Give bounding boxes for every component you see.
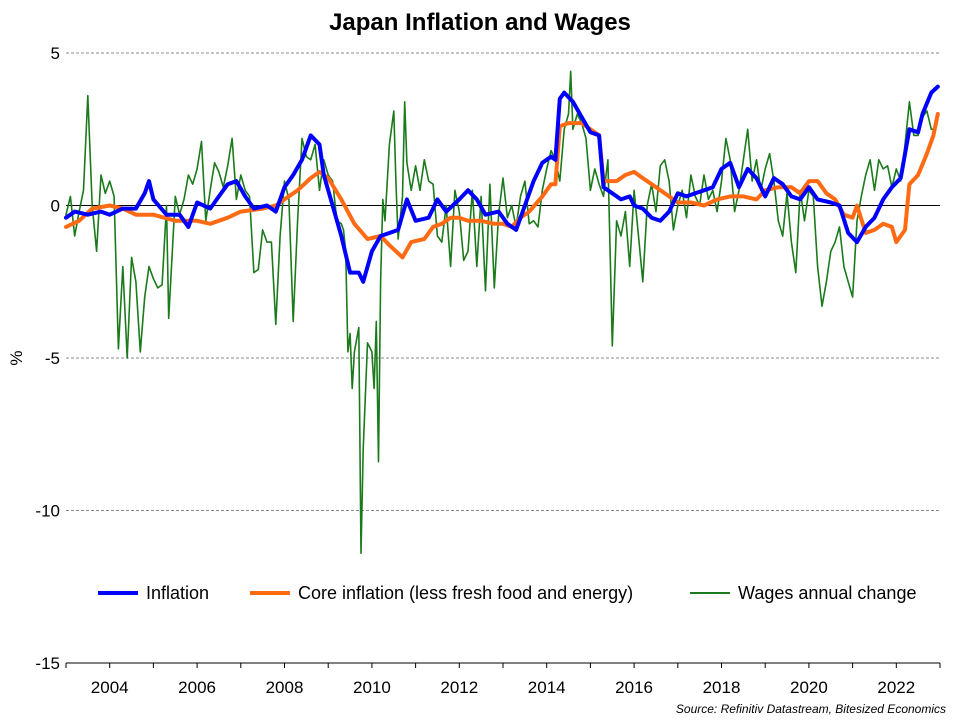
- source-note: Source: Refinitiv Datastream, Bitesized …: [676, 702, 946, 716]
- y-tick-label: 5: [51, 44, 60, 63]
- y-tick-label: 0: [51, 197, 60, 216]
- x-tick-label: 2010: [353, 678, 391, 697]
- y-tick-label: -5: [45, 349, 60, 368]
- x-tick-label: 2022: [877, 678, 915, 697]
- y-tick-label: -10: [35, 502, 60, 521]
- legend: Inflation Core inflation (less fresh food…: [98, 583, 916, 603]
- series-line-0: [64, 84, 940, 284]
- x-tick-label: 2014: [528, 678, 566, 697]
- series-lines: [64, 70, 940, 554]
- x-axis-ticks: 2004 2006 2008 2010 2012 2014 2016 2018 2020 2022: [65, 662, 941, 697]
- gridlines: [66, 52, 940, 511]
- x-tick-label: 2016: [615, 678, 653, 697]
- x-tick-label: 2020: [790, 678, 828, 697]
- legend-label-0: Inflation: [146, 583, 209, 603]
- x-tick-label: 2004: [91, 678, 129, 697]
- chart-title: Japan Inflation and Wages: [329, 9, 631, 36]
- y-tick-label: -15: [35, 654, 60, 673]
- x-tick-label: 2012: [440, 678, 478, 697]
- legend-label-2: Wages annual change: [738, 583, 916, 603]
- x-tick-label: 2018: [703, 678, 741, 697]
- x-tick-label: 2008: [266, 678, 304, 697]
- y-axis-ticks: 5 0 -5 -10 -15: [35, 44, 60, 673]
- series-line-2: [65, 70, 939, 554]
- legend-label-1: Core inflation (less fresh food and ener…: [298, 583, 633, 603]
- y-axis-label: %: [7, 350, 26, 365]
- x-tick-label: 2006: [178, 678, 216, 697]
